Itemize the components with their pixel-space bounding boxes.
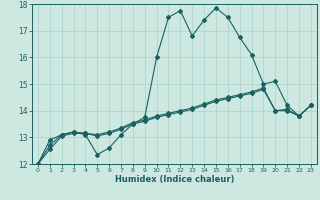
X-axis label: Humidex (Indice chaleur): Humidex (Indice chaleur) — [115, 175, 234, 184]
